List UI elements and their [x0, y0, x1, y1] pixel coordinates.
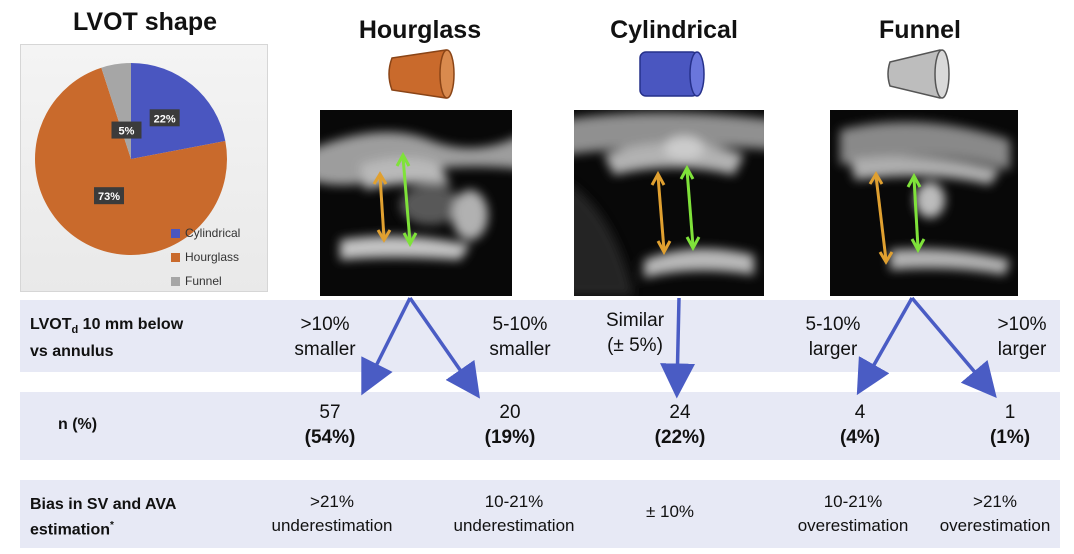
legend-item-funnel: Funnel — [171, 269, 240, 293]
bias-cell: >21% underestimation — [271, 492, 393, 535]
cylindrical-title: Cylindrical — [610, 16, 738, 44]
legend-item-cylindrical: Cylindrical — [171, 221, 240, 245]
hourglass-cone-icon — [388, 49, 455, 99]
n-cell: 57 (54%) — [304, 402, 356, 448]
n-cell: 24 (22%) — [654, 402, 706, 448]
lvot-cell: >10% smaller — [294, 314, 356, 360]
cylindrical-echo-image — [574, 110, 764, 296]
bias-row-label: Bias in SV and AVA estimation* — [30, 496, 177, 539]
pie-label-cylindrical: 22% — [154, 113, 176, 125]
green-arrow — [401, 156, 412, 243]
n-cell: 20 (19%) — [484, 402, 536, 448]
pie-label-bg — [149, 109, 180, 127]
bias-row-band — [20, 480, 1060, 548]
pie-slice-hourglass — [35, 67, 227, 256]
n-cell: 1 (1%) — [989, 402, 1031, 448]
lvot-cell: >10% larger — [997, 314, 1047, 360]
legend-item-hourglass: Hourglass — [171, 245, 240, 269]
funnel-echo-image — [830, 110, 1018, 296]
legend-swatch — [171, 253, 180, 262]
n-row-label: n (%) — [58, 416, 98, 433]
lvot-cell: 5-10% smaller — [489, 314, 551, 360]
lvot-cell: 5-10% larger — [805, 314, 861, 360]
n-row-band — [20, 392, 1060, 460]
n-cell: 4 (4%) — [839, 402, 881, 448]
lvot-row-label: LVOTd 10 mm below vs annulus — [30, 316, 184, 361]
pie-label-hourglass: 73% — [98, 191, 120, 203]
pie-label-bg — [94, 187, 125, 205]
legend-swatch — [171, 229, 180, 238]
pie-chart: 22% 73% 5% — [35, 63, 227, 256]
legend-swatch — [171, 277, 180, 286]
pie-chart-panel: 22% 73% 5% Cylindrical Hourglass Funnel — [20, 44, 268, 292]
hourglass-echo-image — [320, 110, 512, 296]
cylinder-icon — [639, 51, 705, 97]
orange-arrow — [378, 175, 386, 239]
lvot-cell: Similar (± 5%) — [605, 310, 665, 356]
bias-cell: 10-21% overestimation — [797, 492, 909, 535]
funnel-title: Funnel — [879, 16, 961, 44]
funnel-cone-icon — [887, 49, 950, 99]
pie-label-bg — [111, 121, 142, 139]
bias-cell: 10-21% underestimation — [453, 492, 575, 535]
pie-label-funnel: 5% — [119, 126, 135, 138]
hourglass-title: Hourglass — [358, 16, 482, 44]
pie-legend: Cylindrical Hourglass Funnel — [171, 221, 240, 293]
pie-title: LVOT shape — [72, 8, 217, 36]
bias-cell: ± 10% — [645, 502, 695, 521]
bias-cell: >21% overestimation — [939, 492, 1051, 535]
